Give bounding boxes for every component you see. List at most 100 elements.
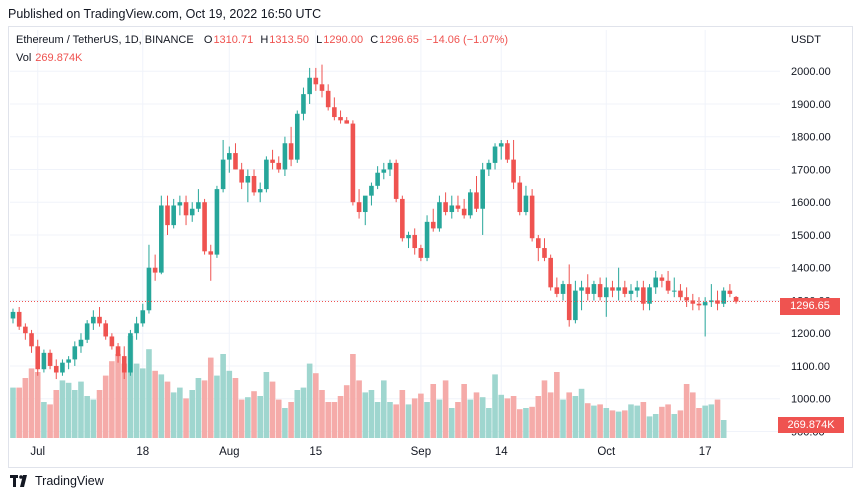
volume-bar xyxy=(331,402,338,438)
candle-body xyxy=(715,300,720,304)
volume-bar xyxy=(183,398,189,438)
candle-body xyxy=(301,94,306,114)
candle-body xyxy=(152,267,158,273)
candle-body xyxy=(97,316,102,324)
candle-body xyxy=(647,287,652,304)
volume-bar xyxy=(461,384,467,438)
volume-bar xyxy=(59,380,66,438)
volume-bar xyxy=(269,381,276,438)
volume-bar xyxy=(547,392,554,438)
volume-bar xyxy=(133,363,140,438)
candle-body xyxy=(492,146,498,163)
volume-bar xyxy=(288,402,294,438)
volume-legend: Vol 269.874K xyxy=(16,52,82,64)
candle-body xyxy=(468,192,473,216)
volume-bar xyxy=(238,399,245,438)
candle-body xyxy=(78,339,84,347)
change-value: −14.06 (−1.07%) xyxy=(426,34,508,46)
volume-bar xyxy=(121,363,128,438)
candle-body xyxy=(251,176,257,193)
volume-bar xyxy=(467,399,474,438)
symbol-title[interactable]: Ethereum / TetherUS, 1D, BINANCE xyxy=(16,34,194,46)
volume-bar xyxy=(696,408,702,438)
candle-body xyxy=(60,362,65,373)
ohlc-legend: Ethereum / TetherUS, 1D, BINANCE O1310.7… xyxy=(16,34,509,46)
candle-body xyxy=(430,221,436,229)
candle-body xyxy=(134,323,139,334)
candle-body xyxy=(560,284,566,294)
currency-label[interactable]: USDT xyxy=(791,34,821,46)
candle-body xyxy=(29,333,34,347)
tradingview-footer[interactable]: TradingView xyxy=(10,474,104,488)
candle-body xyxy=(437,202,442,229)
candle-body xyxy=(344,120,350,124)
volume-bar xyxy=(214,375,220,438)
volume-bar xyxy=(430,384,437,438)
candle-body xyxy=(264,159,269,190)
volume-bar xyxy=(16,387,22,438)
candle-body xyxy=(511,159,516,183)
candle-body xyxy=(313,77,319,85)
volume-bar xyxy=(659,406,665,438)
volume-bar xyxy=(232,378,239,438)
volume-bar xyxy=(356,380,362,438)
candle-body xyxy=(239,169,244,183)
candle-body xyxy=(566,284,572,321)
candle-body xyxy=(35,346,41,370)
candle-body xyxy=(733,296,739,302)
volume-bar xyxy=(164,381,171,438)
volume-bar xyxy=(282,408,288,438)
volume-bar xyxy=(146,349,152,438)
open-label: O xyxy=(203,34,213,46)
volume-bar xyxy=(362,392,369,438)
tradingview-logo-icon xyxy=(10,475,27,487)
candle-body xyxy=(381,169,387,173)
candle-body xyxy=(696,303,702,306)
candle-body xyxy=(517,182,523,213)
candle-body xyxy=(659,277,665,281)
volume-bar xyxy=(115,354,121,438)
volume-bar xyxy=(418,393,424,438)
close-label: C xyxy=(370,34,379,46)
volume-bar xyxy=(84,396,90,438)
candle-body xyxy=(603,287,609,298)
candle-body xyxy=(387,162,393,170)
candle-body xyxy=(412,234,417,249)
candle-body xyxy=(171,205,176,226)
candle-body xyxy=(91,316,96,324)
volume-bar xyxy=(275,399,282,438)
volume-bar xyxy=(368,390,375,438)
volume-bar xyxy=(226,370,233,438)
volume-bar xyxy=(436,399,443,438)
volume-bar xyxy=(387,402,393,438)
candle-body xyxy=(461,208,467,216)
volume-bar xyxy=(337,396,344,438)
volume-bar xyxy=(34,372,41,438)
candle-body xyxy=(536,238,541,249)
x-tick-label: 15 xyxy=(309,446,322,458)
volume-bar xyxy=(665,404,671,438)
y-tick-label: 1000.00 xyxy=(791,394,831,406)
x-tick-label: Oct xyxy=(597,446,616,458)
volume-bar xyxy=(671,414,678,438)
volume-bar xyxy=(41,402,47,438)
volume-bar xyxy=(139,368,146,438)
volume-bar xyxy=(313,373,319,438)
volume-bar xyxy=(170,392,177,438)
last-volume-badge: 269.874K xyxy=(778,417,844,433)
volume-bar xyxy=(492,374,498,438)
candle-body xyxy=(616,287,621,291)
candle-body xyxy=(84,323,90,340)
volume-bar xyxy=(28,368,35,438)
candle-body xyxy=(424,221,430,258)
chart-panel[interactable] xyxy=(8,26,853,468)
candle-body xyxy=(505,143,510,160)
volume-bar xyxy=(127,336,134,438)
volume-bar xyxy=(207,357,214,438)
price-axis: 900.001000.001100.001200.001300.001400.0… xyxy=(791,66,831,438)
volume-bar xyxy=(683,384,690,438)
high-value: 1313.50 xyxy=(269,34,310,46)
volume-bar xyxy=(294,390,301,438)
candle-body xyxy=(121,356,127,373)
